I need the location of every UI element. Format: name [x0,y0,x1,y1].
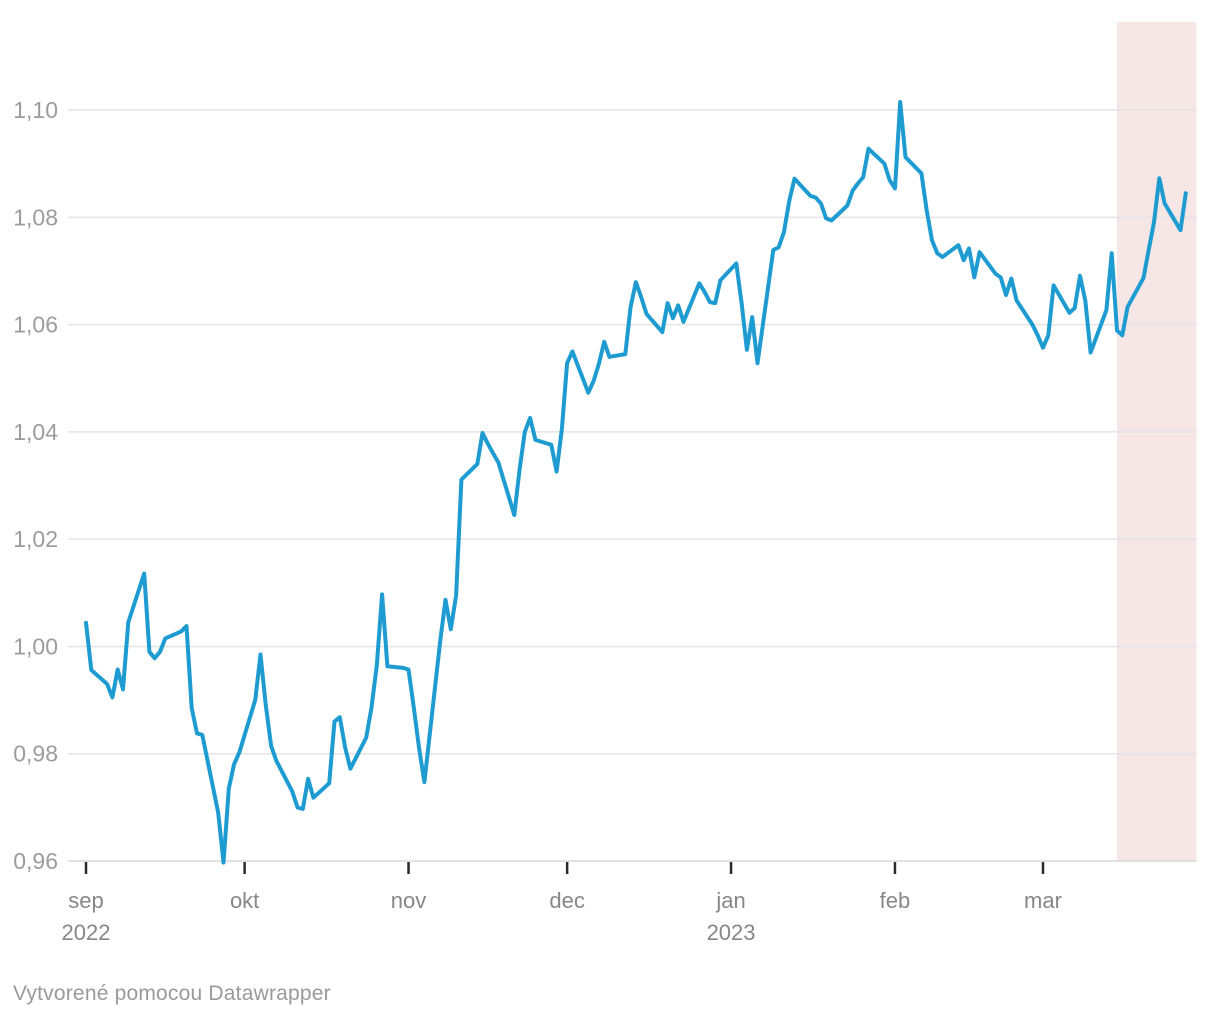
y-axis-label: 1,08 [13,204,58,230]
x-axis-year-label: 2022 [62,920,111,945]
y-axis-label: 0,98 [13,741,58,767]
y-axis-label: 1,10 [13,97,58,123]
exchange-rate-line[interactable] [84,100,1188,865]
x-axis-month-label: sep [68,888,103,913]
exchange-rate-chart[interactable]: 0,96 0,98 1,00 1,02 1,04 1,06 1,08 1,10 sep 2022 o… [0,0,1220,960]
x-axis-month-label: mar [1024,888,1062,913]
x-axis-year-label: 2023 [707,920,756,945]
x-axis-month-label: jan [715,888,745,913]
x-axis-month-label: dec [549,888,584,913]
y-axis-label: 1,06 [13,312,58,338]
x-axis-month-label: feb [880,888,911,913]
y-axis-label: 1,02 [13,526,58,552]
x-axis-month-label: okt [230,888,259,913]
y-axis-label: 0,96 [13,848,58,874]
highlight-region [1117,22,1197,861]
x-axis-month-label: nov [391,888,426,913]
y-axis-label: 1,04 [13,419,58,445]
y-axis-label: 1,00 [13,633,58,659]
line-chart-container: 0,96 0,98 1,00 1,02 1,04 1,06 1,08 1,10 sep 2022 o… [0,0,1220,960]
datawrapper-credit-link[interactable]: Vytvorené pomocou Datawrapper [13,982,331,1005]
